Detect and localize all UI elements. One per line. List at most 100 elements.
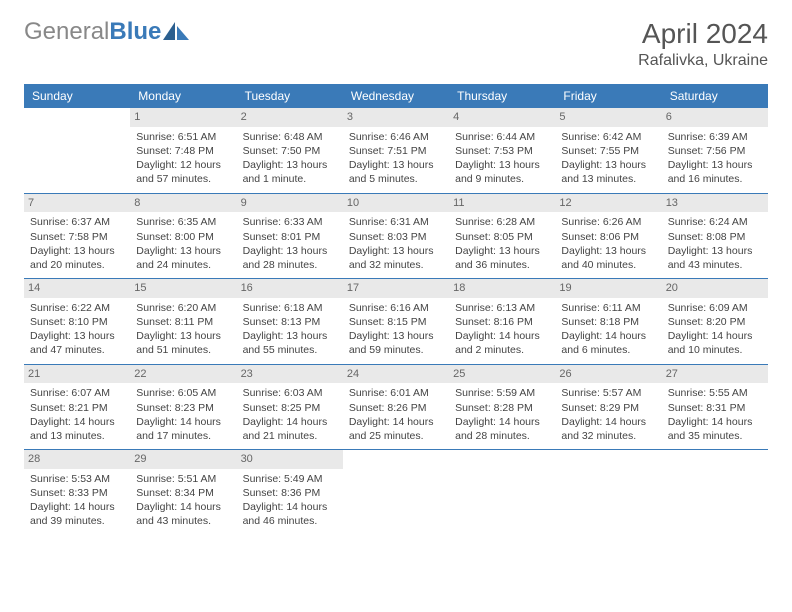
logo-part2: Blue (109, 18, 161, 45)
day-cell: 1Sunrise: 6:51 AMSunset: 7:48 PMDaylight… (130, 108, 236, 193)
daylight-text: Daylight: 13 hours and 24 minutes. (136, 244, 230, 272)
day-cell: 9Sunrise: 6:33 AMSunset: 8:01 PMDaylight… (237, 194, 343, 279)
sunset-text: Sunset: 8:25 PM (243, 401, 337, 415)
logo-part1: General (24, 18, 109, 45)
daylight-text: Daylight: 13 hours and 40 minutes. (561, 244, 655, 272)
daylight-text: Daylight: 14 hours and 17 minutes. (136, 415, 230, 443)
sunset-text: Sunset: 8:15 PM (349, 315, 443, 329)
day-number: 4 (449, 108, 555, 127)
sunrise-text: Sunrise: 6:07 AM (30, 386, 124, 400)
sunrise-text: Sunrise: 6:18 AM (243, 301, 337, 315)
sunset-text: Sunset: 8:00 PM (136, 230, 230, 244)
week-row: 28Sunrise: 5:53 AMSunset: 8:33 PMDayligh… (24, 450, 768, 535)
week-row: .1Sunrise: 6:51 AMSunset: 7:48 PMDayligh… (24, 108, 768, 193)
location: Rafalivka, Ukraine (638, 52, 768, 70)
sunrise-text: Sunrise: 6:51 AM (136, 130, 230, 144)
day-number: 9 (237, 194, 343, 213)
day-cell: 21Sunrise: 6:07 AMSunset: 8:21 PMDayligh… (24, 365, 130, 450)
sunset-text: Sunset: 8:29 PM (561, 401, 655, 415)
sunrise-text: Sunrise: 6:20 AM (136, 301, 230, 315)
day-number: 2 (237, 108, 343, 127)
daylight-text: Daylight: 14 hours and 21 minutes. (243, 415, 337, 443)
sunrise-text: Sunrise: 6:46 AM (349, 130, 443, 144)
daylight-text: Daylight: 13 hours and 28 minutes. (243, 244, 337, 272)
day-cell: 27Sunrise: 5:55 AMSunset: 8:31 PMDayligh… (662, 365, 768, 450)
sunrise-text: Sunrise: 6:09 AM (668, 301, 762, 315)
sunset-text: Sunset: 7:50 PM (243, 144, 337, 158)
day-number: 28 (24, 450, 130, 469)
logo: GeneralBlue (24, 18, 189, 46)
daylight-text: Daylight: 13 hours and 47 minutes. (30, 329, 124, 357)
day-number: 19 (555, 279, 661, 298)
daylight-text: Daylight: 14 hours and 43 minutes. (136, 500, 230, 528)
sunset-text: Sunset: 8:33 PM (30, 486, 124, 500)
day-cell: 20Sunrise: 6:09 AMSunset: 8:20 PMDayligh… (662, 279, 768, 364)
day-number: 23 (237, 365, 343, 384)
day-number: 12 (555, 194, 661, 213)
sunrise-text: Sunrise: 5:51 AM (136, 472, 230, 486)
day-number: 3 (343, 108, 449, 127)
day-cell: 22Sunrise: 6:05 AMSunset: 8:23 PMDayligh… (130, 365, 236, 450)
week-row: 21Sunrise: 6:07 AMSunset: 8:21 PMDayligh… (24, 365, 768, 450)
day-cell: 2Sunrise: 6:48 AMSunset: 7:50 PMDaylight… (237, 108, 343, 193)
day-cell: . (24, 108, 130, 193)
daylight-text: Daylight: 13 hours and 20 minutes. (30, 244, 124, 272)
day-cell: 16Sunrise: 6:18 AMSunset: 8:13 PMDayligh… (237, 279, 343, 364)
day-number: 26 (555, 365, 661, 384)
day-cell: 25Sunrise: 5:59 AMSunset: 8:28 PMDayligh… (449, 365, 555, 450)
sunset-text: Sunset: 8:06 PM (561, 230, 655, 244)
sunrise-text: Sunrise: 6:44 AM (455, 130, 549, 144)
daylight-text: Daylight: 13 hours and 1 minute. (243, 158, 337, 186)
day-number: 5 (555, 108, 661, 127)
day-cell: 15Sunrise: 6:20 AMSunset: 8:11 PMDayligh… (130, 279, 236, 364)
day-number: 6 (662, 108, 768, 127)
daylight-text: Daylight: 13 hours and 32 minutes. (349, 244, 443, 272)
day-number: 15 (130, 279, 236, 298)
day-number: 14 (24, 279, 130, 298)
daylight-text: Daylight: 13 hours and 36 minutes. (455, 244, 549, 272)
sunset-text: Sunset: 8:08 PM (668, 230, 762, 244)
sunset-text: Sunset: 8:01 PM (243, 230, 337, 244)
daylight-text: Daylight: 14 hours and 6 minutes. (561, 329, 655, 357)
sunset-text: Sunset: 8:23 PM (136, 401, 230, 415)
sunrise-text: Sunrise: 6:13 AM (455, 301, 549, 315)
daylight-text: Daylight: 14 hours and 13 minutes. (30, 415, 124, 443)
day-cell: 4Sunrise: 6:44 AMSunset: 7:53 PMDaylight… (449, 108, 555, 193)
day-number: 27 (662, 365, 768, 384)
sunrise-text: Sunrise: 6:42 AM (561, 130, 655, 144)
sunrise-text: Sunrise: 6:39 AM (668, 130, 762, 144)
day-number: 21 (24, 365, 130, 384)
daylight-text: Daylight: 13 hours and 59 minutes. (349, 329, 443, 357)
sunrise-text: Sunrise: 6:26 AM (561, 215, 655, 229)
day-cell: 24Sunrise: 6:01 AMSunset: 8:26 PMDayligh… (343, 365, 449, 450)
weekday-header: Wednesday (343, 84, 449, 108)
sunset-text: Sunset: 8:34 PM (136, 486, 230, 500)
sunset-text: Sunset: 8:05 PM (455, 230, 549, 244)
week-row: 7Sunrise: 6:37 AMSunset: 7:58 PMDaylight… (24, 194, 768, 279)
daylight-text: Daylight: 14 hours and 10 minutes. (668, 329, 762, 357)
sunrise-text: Sunrise: 5:57 AM (561, 386, 655, 400)
weekday-header: Monday (130, 84, 236, 108)
day-number: 16 (237, 279, 343, 298)
sunset-text: Sunset: 8:18 PM (561, 315, 655, 329)
daylight-text: Daylight: 14 hours and 35 minutes. (668, 415, 762, 443)
daylight-text: Daylight: 13 hours and 43 minutes. (668, 244, 762, 272)
day-cell: 23Sunrise: 6:03 AMSunset: 8:25 PMDayligh… (237, 365, 343, 450)
title-block: April 2024 Rafalivka, Ukraine (638, 18, 768, 70)
day-number: 24 (343, 365, 449, 384)
sunrise-text: Sunrise: 6:22 AM (30, 301, 124, 315)
daylight-text: Daylight: 14 hours and 46 minutes. (243, 500, 337, 528)
day-cell: 28Sunrise: 5:53 AMSunset: 8:33 PMDayligh… (24, 450, 130, 535)
logo-sail-icon (163, 22, 189, 42)
day-number: 18 (449, 279, 555, 298)
daylight-text: Daylight: 14 hours and 28 minutes. (455, 415, 549, 443)
day-number: 10 (343, 194, 449, 213)
day-number: 30 (237, 450, 343, 469)
month-title: April 2024 (638, 18, 768, 50)
day-number: 8 (130, 194, 236, 213)
sunset-text: Sunset: 8:03 PM (349, 230, 443, 244)
sunset-text: Sunset: 8:13 PM (243, 315, 337, 329)
daylight-text: Daylight: 14 hours and 2 minutes. (455, 329, 549, 357)
day-cell: 30Sunrise: 5:49 AMSunset: 8:36 PMDayligh… (237, 450, 343, 535)
day-cell: 11Sunrise: 6:28 AMSunset: 8:05 PMDayligh… (449, 194, 555, 279)
